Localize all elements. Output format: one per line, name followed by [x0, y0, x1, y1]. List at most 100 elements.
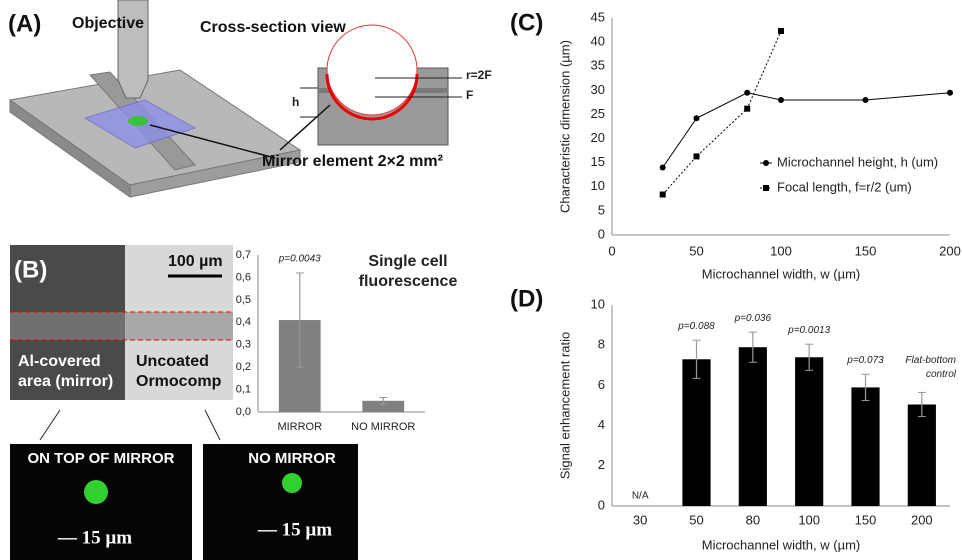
y-tick-label: 45 — [591, 9, 605, 24]
region-label: area (mirror) — [18, 373, 113, 390]
marker — [659, 164, 666, 171]
mirror-label: Mirror element 2×2 mm² — [262, 153, 443, 170]
y-axis-label: Signal enhancement ratio — [557, 332, 572, 479]
panel-label: (B) — [14, 256, 47, 283]
y-tick-label: 0 — [598, 226, 605, 241]
legend-label: Focal length, f=r/2 (um) — [777, 179, 912, 194]
y-tick-label: 0,5 — [236, 294, 251, 306]
x-tick-label: 200 — [939, 243, 961, 258]
y-tick-label: 30 — [591, 82, 605, 97]
connector — [39, 409, 61, 441]
y-tick-label: 5 — [598, 202, 605, 217]
cross-section-label: Cross-section view — [200, 19, 346, 36]
x-tick-label: NO MIRROR — [351, 421, 415, 433]
cell — [84, 480, 108, 504]
r-label: r=2F — [466, 68, 492, 82]
annotation: p=0.0013 — [787, 325, 830, 336]
marker — [693, 115, 700, 122]
x-tick-label: 30 — [633, 512, 647, 527]
connector — [204, 409, 221, 441]
y-tick-label: 6 — [598, 377, 605, 392]
x-tick-label: 50 — [689, 512, 703, 527]
image-title: ON TOP OF MIRROR — [28, 450, 175, 467]
micrograph — [10, 245, 233, 400]
bar — [682, 359, 711, 506]
annotation: N/A — [632, 491, 649, 502]
device-schematic — [8, 0, 462, 198]
image-scale: — 15 µm — [257, 519, 332, 540]
chart-title: fluorescence — [359, 273, 458, 290]
y-tick-label: 0,6 — [236, 271, 251, 283]
marker — [862, 96, 869, 103]
bar — [362, 400, 405, 412]
x-tick-label: 100 — [798, 512, 820, 527]
image-scale: — 15 µm — [57, 527, 132, 548]
marker — [778, 96, 784, 103]
annotation: p=0.073 — [846, 355, 884, 366]
y-tick-label: 0 — [598, 497, 605, 512]
annotation: Flat-bottom — [905, 355, 956, 366]
marker — [947, 89, 953, 96]
x-tick-label: MIRROR — [277, 421, 322, 433]
marker — [744, 89, 751, 96]
h-label: h — [292, 95, 299, 109]
objective-label: Objective — [72, 15, 144, 32]
y-tick-label: 15 — [591, 154, 605, 169]
region-label: Ormocomp — [136, 373, 222, 390]
marker — [778, 28, 784, 35]
x-tick-label: 80 — [746, 512, 760, 527]
y-tick-label: 2 — [598, 457, 605, 472]
bar — [907, 404, 936, 506]
series-line — [662, 30, 782, 195]
y-tick-label: 0,4 — [236, 316, 251, 328]
fluorescence-image — [203, 444, 358, 560]
marker — [659, 191, 666, 198]
annotation: control — [926, 369, 957, 380]
y-tick-label: 0,7 — [236, 249, 251, 261]
panel-label: (C) — [510, 9, 543, 36]
scale-label: 100 µm — [168, 253, 223, 270]
image-title: NO MIRROR — [248, 450, 336, 467]
cell — [282, 473, 302, 493]
x-axis-label: Microchannel width, w (µm) — [702, 266, 860, 281]
region-label: Al-covered — [18, 353, 101, 370]
annotation: p=0.0043 — [278, 254, 321, 265]
y-tick-label: 4 — [598, 417, 605, 432]
y-tick-label: 10 — [591, 178, 605, 193]
chart-title: Single cell — [368, 253, 447, 270]
y-tick-label: 40 — [591, 34, 605, 49]
x-tick-label: 200 — [911, 512, 933, 527]
f-label: F — [466, 88, 473, 102]
y-tick-label: 0,0 — [236, 406, 251, 418]
bar — [795, 357, 824, 506]
x-tick-label: 150 — [855, 512, 877, 527]
bar — [851, 387, 880, 506]
annotation: p=0.036 — [734, 313, 772, 324]
annotation: p=0.088 — [677, 321, 715, 332]
legend-marker — [763, 160, 769, 166]
y-tick-label: 0,2 — [236, 361, 251, 373]
y-tick-label: 0,3 — [236, 339, 251, 351]
x-tick-label: 100 — [770, 243, 792, 258]
bar — [738, 347, 767, 506]
y-tick-label: 0,1 — [236, 383, 251, 395]
y-tick-label: 20 — [591, 130, 605, 145]
panel-label: (A) — [8, 10, 41, 37]
marker — [744, 105, 751, 112]
x-tick-label: 150 — [855, 243, 877, 258]
y-axis-label: Characteristic dimension (µm) — [557, 40, 572, 213]
series-line — [662, 92, 951, 168]
marker — [693, 153, 700, 160]
x-axis-label: Microchannel width, w (µm) — [702, 537, 860, 552]
x-tick-label: 50 — [689, 243, 703, 258]
y-tick-label: 25 — [591, 106, 605, 121]
y-tick-label: 10 — [591, 296, 605, 311]
legend-label: Microchannel height, h (um) — [777, 154, 938, 169]
y-tick-label: 8 — [598, 337, 605, 352]
legend-marker — [763, 185, 769, 191]
panel-label: (D) — [510, 285, 543, 312]
x-tick-label: 0 — [608, 243, 615, 258]
region-label: Uncoated — [136, 353, 209, 370]
